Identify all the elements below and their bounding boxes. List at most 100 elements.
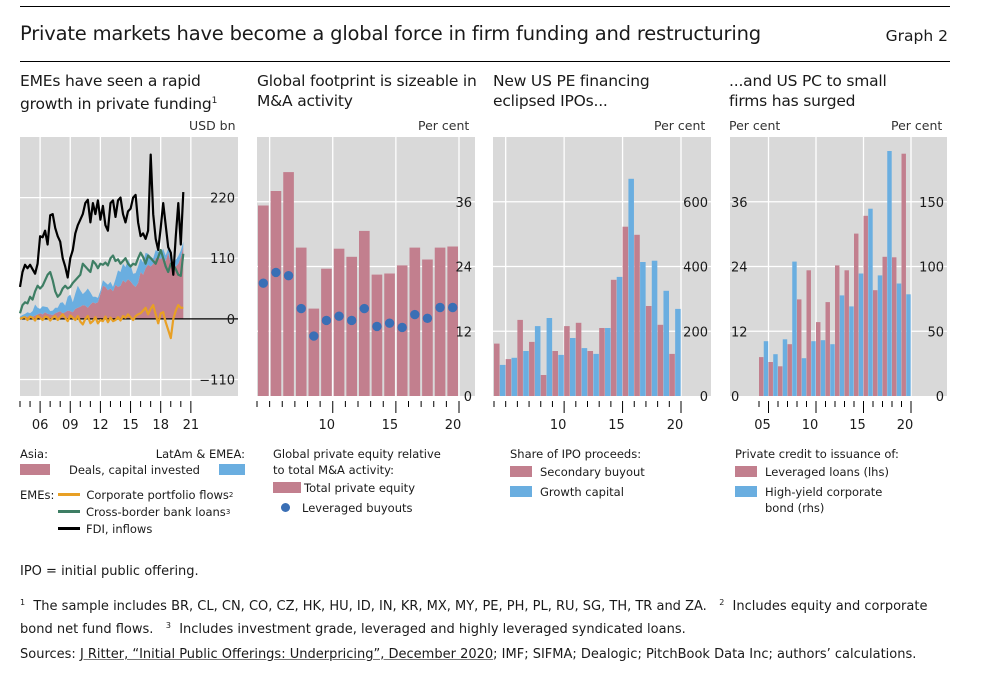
panel-4-unit-right: Per cent [891,118,943,133]
bar-high-yield-corporate-bond-rhs-2015 [858,273,864,396]
bar-secondary-buyout-2012 [575,322,582,396]
abbreviation-note: IPO = initial public offering. [20,564,199,579]
legend-lev-row: Leveraged loans (lhs) [735,463,945,480]
panel-1-ytick-label: 220 [210,192,235,207]
panel-4-xtick-label: 15 [849,418,866,433]
bar-leveraged-loans-lhs-2015 [854,233,859,396]
bar-total-private-equity-2020 [447,246,459,396]
bar-growth-capital-2009 [546,318,553,396]
dot-leveraged-buyouts-2009 [309,331,319,341]
panel-4-ytick-label-left: 24 [731,261,748,276]
panel-2-xtick-label: 15 [382,418,399,433]
legend-heading-1: Global private equity relative [273,447,441,461]
bar-total-private-equity-2009 [308,308,320,396]
dot-leveraged-buyouts-2014 [372,321,382,332]
sources-rest: ; IMF; SIFMA; Dealogic; PitchBook Data I… [493,647,917,662]
bar-high-yield-corporate-bond-rhs-2013 [839,295,845,396]
sources-prefix: Sources: [20,647,80,662]
bar-high-yield-corporate-bond-rhs-2011 [820,340,826,396]
legend-line-portfolio [58,493,81,496]
panel-1-xtick-label: 15 [122,418,139,433]
panel-1-xtick-label: 09 [62,418,79,433]
legend-region-row: Asia: LatAm & EMEA: [20,446,245,461]
bar-growth-capital-2008 [534,326,541,396]
panel-2-ytick-label: 36 [455,196,472,211]
bar-total-private-equity-2012 [346,256,358,396]
panel-4-ytick-label-left: 12 [731,325,748,340]
bar-leveraged-loans-lhs-2019 [892,257,897,396]
panel-4-ytick-label-right: 100 [919,261,944,276]
panel-2-unit: Per cent [418,118,470,133]
footnote-3: Includes investment grade, leveraged and… [179,622,686,637]
legend-swatch-hy [735,486,757,497]
panel-4-title: ...and US PC to small firms has surged [729,72,887,110]
legend-growth-row: Growth capital [510,483,710,500]
legend-total-pe-row: Total private equity [273,479,483,496]
footnote-2: Includes equity and corporate bond net f… [20,599,928,637]
panel-3-xtick-label: 15 [608,418,625,433]
panel-4-ytick-label-right: 50 [927,325,944,340]
dot-leveraged-buyouts-2007 [283,270,294,281]
bar-growth-capital-2011 [569,338,576,396]
legend-portfolio-row: EMEs: Corporate portfolio flows 2 [20,486,245,503]
bar-secondary-buyout-2016 [622,226,629,396]
panel-1-chart: −110 0 110 220 06 09 12 15 18 21 [18,137,238,433]
bar-leveraged-loans-lhs-2012 [825,302,830,396]
dot-leveraged-buyouts-2012 [346,315,357,326]
panel-3-xtick-label: 10 [550,418,567,433]
panel-2-ytick-label: 0 [464,390,472,405]
footnote-3-marker: 3 [165,621,171,630]
panel-2-xtick-label: 10 [318,418,335,433]
area-latam-deals [20,241,184,318]
bar-high-yield-corporate-bond-rhs-2016 [868,208,873,396]
dot-leveraged-buyouts-2010 [321,315,332,326]
bar-growth-capital-2019 [663,290,670,396]
line-portfolio-flows [19,304,184,340]
bar-leveraged-loans-lhs-2008 [787,344,792,396]
panel-1-title: EMEs have seen a rapid growth in private… [20,71,250,114]
bar-growth-capital-2015 [616,276,623,396]
bar-secondary-buyout-2005 [494,343,500,396]
bar-high-yield-corporate-bond-rhs-2014 [849,306,854,396]
sources-ritter-link[interactable]: J Ritter, “Initial Public Offerings: Und… [79,647,494,662]
panel-2-title: Global footprint is sizeable in M&A acti… [257,72,477,110]
panel-3-legend: Share of IPO proceeds: Secondary buyout … [510,446,710,500]
footnote-1-marker: 1 [20,598,26,607]
legend-secondary-row: Secondary buyout [510,463,710,480]
legend-portfolio-label: Corporate portfolio flows [86,487,229,502]
panel-4-ytick-label-left: 0 [731,390,739,405]
bar-high-yield-corporate-bond-rhs-2007 [782,339,788,396]
bar-total-private-equity-2006 [270,191,282,396]
panel-1-xtick-label: 12 [92,418,109,433]
dot-leveraged-buyouts-2013 [359,303,370,314]
bar-high-yield-corporate-bond-rhs-2012 [830,344,835,396]
panel-2-ytick-label: 24 [455,261,472,276]
panel-2-xtick-label: 20 [445,418,462,433]
panel-1-ytick-label: 0 [227,313,235,328]
panel-1-xtick-label: 18 [152,418,169,433]
bar-growth-capital-2012 [581,348,588,396]
graph-number: Graph 2 [885,27,948,45]
dot-leveraged-buyouts-2019 [435,302,445,313]
legend-bank-footnote-ref: 3 [225,507,231,516]
legend-fdi-label: FDI, inflows [86,521,153,536]
legend-lbo-row: Leveraged buyouts [273,499,483,516]
bar-total-private-equity-2013 [359,230,370,396]
bar-leveraged-loans-lhs-2014 [844,270,849,396]
panel-4-ytick-label-right: 150 [919,196,944,211]
bar-total-private-equity-2011 [333,248,345,396]
panel-3-xtick-label: 20 [667,418,684,433]
title-rule [20,61,950,62]
bar-leveraged-loans-lhs-2013 [835,265,840,396]
bar-leveraged-loans-lhs-2009 [797,299,802,396]
bar-growth-capital-2020 [675,308,681,396]
panel-3-title: New US PE financing eclipsed IPOs... [493,72,650,110]
legend-hy-label-1: High-yield corporate [765,484,883,499]
legend-deals-row: Deals, capital invested [20,461,245,478]
dot-leveraged-buyouts-2006 [271,267,281,278]
legend-asia-label: Asia: [20,446,48,461]
dot-leveraged-buyouts-2015 [384,318,395,328]
dot-leveraged-buyouts-2011 [334,311,344,321]
bar-secondary-buyout-2008 [529,341,535,396]
bar-growth-capital-2006 [511,357,518,396]
